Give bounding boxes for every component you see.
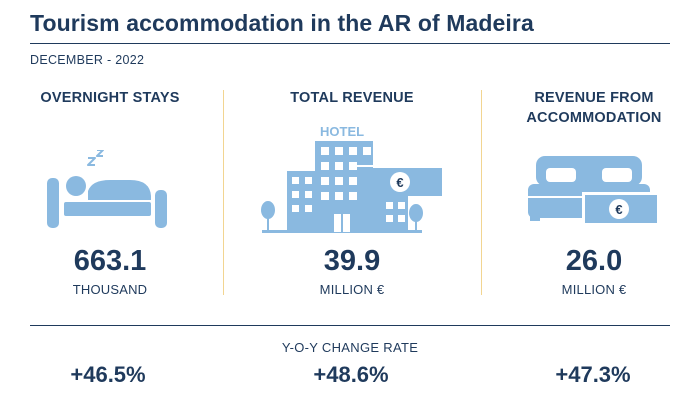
yoy-revenue-accommodation: +47.3% xyxy=(555,362,631,387)
hotel-icon: HOTEL xyxy=(242,120,462,240)
bed-euro-icon: € xyxy=(484,154,700,239)
metric-label: REVENUE FROM ACCOMMODATION xyxy=(484,88,700,128)
title-divider xyxy=(30,43,670,44)
yoy-overnight-stays: +46.5% xyxy=(70,362,146,387)
metric-label-line-1: REVENUE FROM xyxy=(534,90,654,106)
metric-value: 39.9 xyxy=(323,245,381,277)
metric-value: 663.1 xyxy=(73,245,147,277)
yoy-total-revenue: +48.6% xyxy=(313,362,389,387)
sleeping-person-icon xyxy=(0,149,220,237)
metric-total-revenue: TOTAL REVENUE HOTEL xyxy=(242,88,462,303)
column-divider xyxy=(223,90,224,295)
section-divider xyxy=(30,325,670,326)
hotel-sign-text: HOTEL xyxy=(320,124,364,139)
metric-overnight-stays: OVERNIGHT STAYS 663.1 THOUSAND xyxy=(0,88,220,303)
metric-label: TOTAL REVENUE xyxy=(290,90,414,106)
metric-value: 26.0 xyxy=(565,245,623,277)
metric-unit: THOUSAND xyxy=(72,282,148,297)
euro-icon: € xyxy=(615,202,622,217)
page-title: Tourism accommodation in the AR of Madei… xyxy=(30,10,534,36)
metric-unit: MILLION € xyxy=(561,282,627,297)
metric-label-line-2: ACCOMMODATION xyxy=(526,110,662,126)
column-divider xyxy=(481,90,482,295)
yoy-label: Y-O-Y CHANGE RATE xyxy=(281,340,419,355)
metric-label: OVERNIGHT STAYS xyxy=(40,90,180,106)
metric-revenue-accommodation: REVENUE FROM ACCOMMODATION xyxy=(484,88,700,303)
period-label: DECEMBER - 2022 xyxy=(30,53,145,67)
euro-icon: € xyxy=(396,175,403,190)
metric-unit: MILLION € xyxy=(319,282,385,297)
